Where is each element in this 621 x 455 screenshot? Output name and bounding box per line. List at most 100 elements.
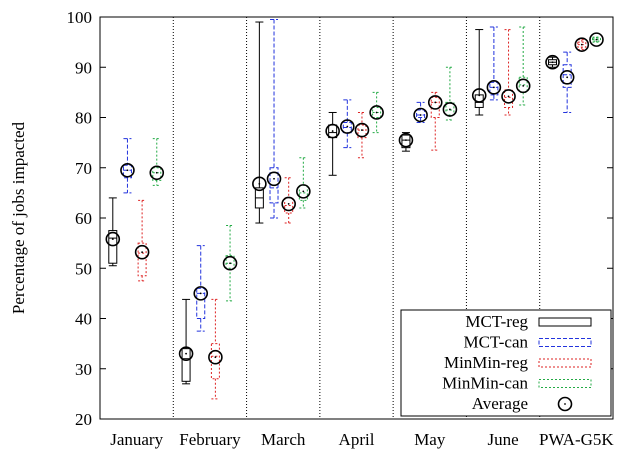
- average-marker: [545, 54, 560, 70]
- average-marker-dot: [155, 171, 158, 174]
- average-marker-dot: [185, 352, 187, 355]
- average-marker-dot: [331, 130, 334, 132]
- y-tick-label: 60: [75, 209, 92, 228]
- y-tick-label: 80: [75, 109, 92, 128]
- category-separators: [172, 17, 541, 419]
- average-marker: [398, 132, 414, 148]
- box-iqr: [489, 81, 499, 96]
- box-mct-reg: [178, 298, 194, 385]
- box-iqr: [137, 242, 147, 277]
- average-marker: [325, 123, 340, 139]
- average-marker: [427, 95, 443, 110]
- y-tick-label: 70: [75, 159, 92, 178]
- average-marker-dot: [111, 238, 114, 241]
- average-marker: [178, 346, 194, 361]
- box-iqr: [225, 255, 235, 269]
- y-axis-label: Percentage of jobs impacted: [9, 121, 28, 314]
- average-marker-dot: [595, 38, 598, 41]
- x-axis-ticks: January February March April May June PWA-G5K: [110, 430, 614, 449]
- box-minmin-reg: [134, 199, 150, 282]
- average-marker-dot: [522, 84, 525, 87]
- average-marker: [193, 286, 209, 301]
- box-iqr: [196, 287, 206, 320]
- box-iqr: [210, 343, 220, 380]
- legend-swatch: [538, 317, 592, 327]
- legend-label: MCT-reg: [465, 312, 528, 331]
- legend-swatch: [538, 379, 592, 388]
- box-iqr: [430, 96, 440, 119]
- average-marker-dot: [478, 94, 481, 97]
- average-marker: [252, 176, 267, 192]
- average-marker-dot: [580, 43, 583, 46]
- box-minmin-can: [222, 225, 238, 302]
- average-marker: [281, 196, 296, 212]
- box-minmin-reg: [281, 177, 296, 224]
- box-iqr: [577, 41, 587, 48]
- box-minmin-can: [589, 32, 604, 47]
- average-marker-dot: [375, 111, 378, 114]
- box-iqr: [181, 348, 191, 382]
- box-minmin-can: [149, 138, 165, 186]
- box-mct-can: [486, 26, 502, 101]
- average-marker: [486, 80, 502, 95]
- average-marker-dot: [214, 356, 217, 359]
- box-minmin-reg: [354, 111, 370, 159]
- average-marker: [266, 171, 282, 187]
- average-marker: [589, 32, 604, 47]
- average-marker-dot: [405, 139, 407, 142]
- legend-average-marker: [557, 396, 573, 412]
- box-iqr: [372, 106, 382, 118]
- box-mct-reg: [545, 54, 560, 70]
- legend-label: Average: [472, 394, 528, 413]
- box-minmin-can: [369, 91, 384, 134]
- box-mct-can: [266, 19, 282, 219]
- box-iqr: [269, 167, 279, 204]
- box-mct-reg: [325, 111, 340, 176]
- box-iqr: [152, 167, 162, 181]
- y-tick-label: 40: [75, 310, 92, 329]
- average-marker-dot: [361, 129, 363, 131]
- box-minmin-can: [515, 26, 531, 106]
- box-mct-can: [120, 138, 135, 194]
- box-minmin-reg: [501, 29, 516, 116]
- legend-average-dot: [564, 403, 566, 405]
- box-mct-reg: [252, 21, 267, 224]
- box-minmin-can: [296, 157, 311, 209]
- average-marker: [340, 119, 355, 134]
- box-mct-reg: [105, 197, 121, 267]
- box-iqr: [518, 76, 528, 93]
- average-marker-dot: [302, 190, 305, 193]
- average-marker: [559, 70, 575, 85]
- average-marker: [515, 78, 531, 94]
- box-series: [105, 19, 604, 400]
- x-tick-label: March: [261, 430, 306, 449]
- y-axis-ticks: 20 30 40 50 60 70 80 90 100: [67, 8, 613, 429]
- box-mct-reg: [398, 132, 414, 152]
- average-marker: [442, 102, 458, 117]
- y-tick-label: 50: [75, 259, 92, 278]
- average-marker: [222, 255, 238, 271]
- y-tick-label: 90: [75, 58, 92, 77]
- average-marker-dot: [258, 182, 261, 185]
- x-tick-label: May: [414, 430, 446, 449]
- average-marker: [354, 122, 370, 138]
- average-marker-dot: [229, 262, 231, 265]
- average-marker: [296, 184, 311, 199]
- average-marker-dot: [551, 61, 554, 64]
- average-marker-dot: [287, 203, 290, 205]
- average-marker: [105, 231, 121, 247]
- average-marker-dot: [419, 114, 422, 116]
- legend-swatch: [538, 358, 592, 368]
- box-iqr: [122, 164, 132, 179]
- box-minmin-reg: [574, 37, 590, 52]
- legend-label: MCT-can: [463, 333, 528, 352]
- average-marker-dot: [492, 86, 495, 89]
- average-marker-dot: [434, 101, 437, 104]
- box-mct-can: [559, 51, 575, 113]
- box-minmin-reg: [427, 91, 443, 151]
- box-iqr: [416, 109, 426, 119]
- average-marker: [120, 162, 135, 178]
- x-tick-label: February: [179, 430, 241, 449]
